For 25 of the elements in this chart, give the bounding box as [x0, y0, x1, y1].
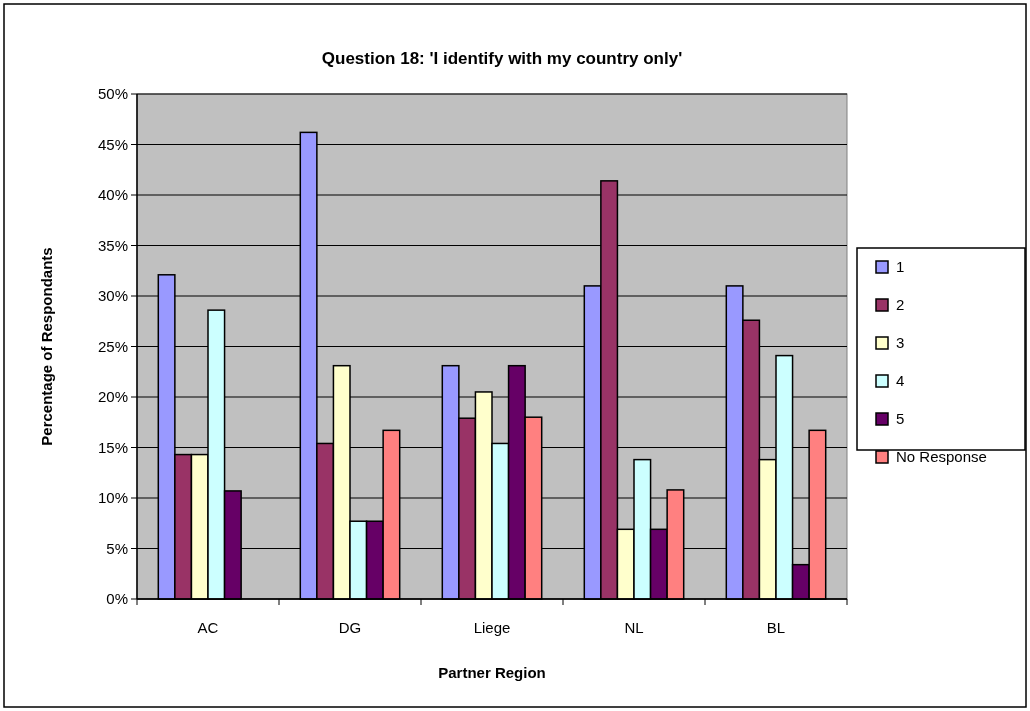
x-axis-title: Partner Region: [438, 664, 546, 681]
y-tick-label: 50%: [97, 85, 128, 103]
y-tick-label: 40%: [97, 186, 128, 204]
y-tick-label: 10%: [97, 489, 128, 507]
x-tick-label: DG: [338, 619, 362, 636]
x-tick-label: AC: [197, 619, 219, 636]
y-tick-label: 5%: [106, 539, 128, 557]
legend-label: No Response: [896, 448, 987, 466]
y-tick-label: 45%: [97, 135, 128, 153]
x-tick-label: NL: [624, 619, 644, 636]
legend-label: 4: [896, 372, 905, 390]
y-tick-label: 0%: [106, 590, 128, 608]
legend-label: 3: [896, 334, 905, 352]
y-tick-label: 35%: [97, 236, 128, 254]
x-tick-label: Liege: [473, 619, 511, 636]
legend-label: 1: [896, 258, 905, 276]
y-axis-title: Percentage of Respondants: [38, 247, 55, 446]
y-tick-label: 15%: [97, 438, 128, 456]
legend-label: 2: [896, 296, 905, 314]
x-tick-label: BL: [766, 619, 786, 636]
y-tick-label: 25%: [97, 337, 128, 355]
y-tick-label: 20%: [97, 388, 128, 406]
legend-label: 5: [896, 410, 905, 428]
y-tick-label: 30%: [97, 287, 128, 305]
chart-title: Question 18: 'I identify with my country only': [321, 49, 683, 68]
